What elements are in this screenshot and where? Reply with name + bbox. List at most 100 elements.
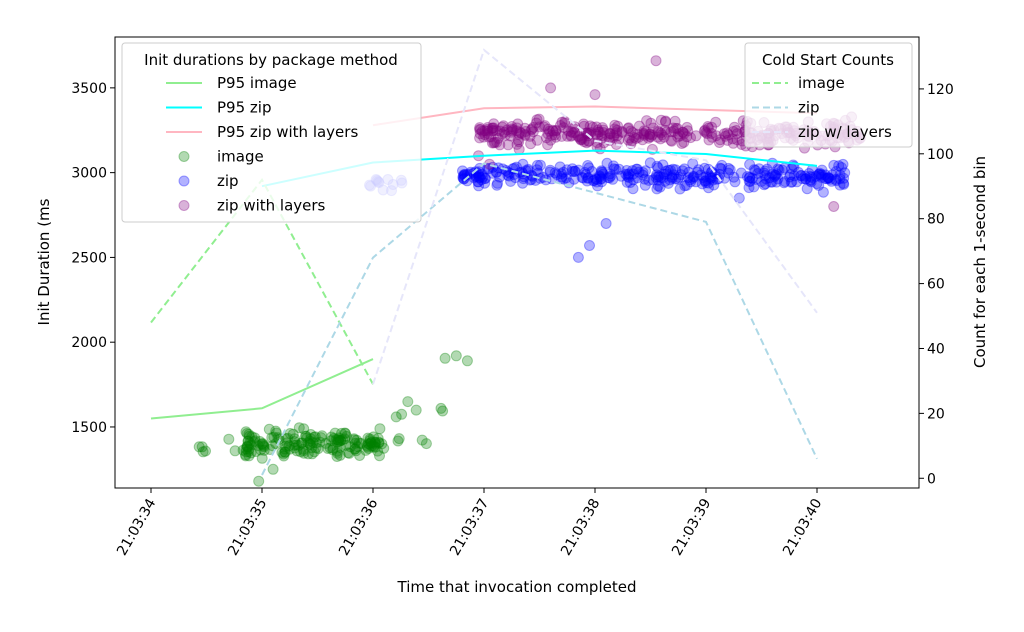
scatter-point	[728, 171, 740, 183]
scatter-point	[588, 174, 600, 186]
scatter-point	[647, 122, 659, 134]
scatter-point	[733, 192, 745, 204]
scatter-point	[332, 434, 344, 446]
scatter-point	[644, 130, 656, 142]
scatter-point	[507, 124, 519, 136]
scatter-point	[640, 165, 651, 177]
scatter-point	[306, 448, 318, 460]
scatter-point	[458, 173, 470, 185]
scatter-point	[324, 442, 336, 454]
scatter-point	[582, 172, 594, 184]
scatter-point	[785, 176, 797, 188]
scatter-point	[638, 129, 650, 141]
scatter-point	[538, 121, 550, 133]
scatter-point	[581, 175, 593, 187]
scatter-point	[839, 167, 851, 179]
scatter-point	[652, 171, 664, 183]
scatter-point	[683, 166, 695, 178]
scatter-point	[402, 396, 414, 408]
scatter-point	[660, 165, 672, 177]
scatter-point	[741, 171, 753, 182]
scatter-point	[279, 446, 291, 458]
scatter-point	[545, 82, 557, 94]
scatter-point	[723, 162, 734, 174]
scatter-point	[527, 121, 539, 133]
scatter-point	[556, 168, 567, 180]
scatter-point	[473, 180, 485, 192]
scatter-point	[760, 173, 772, 185]
scatter-point	[699, 162, 711, 174]
scatter-point	[348, 433, 360, 445]
scatter-point	[472, 176, 484, 188]
scatter-point	[291, 445, 303, 457]
scatter-point	[416, 434, 428, 446]
scatter-point	[519, 122, 531, 134]
scatter-point	[256, 438, 268, 450]
scatter-point	[795, 169, 807, 181]
scatter-point	[779, 176, 791, 187]
scatter-point	[627, 174, 639, 186]
scatter-point	[308, 431, 320, 443]
scatter-point	[659, 175, 671, 187]
scatter-point	[700, 177, 712, 189]
scatter-point	[465, 166, 477, 178]
scatter-point	[578, 118, 590, 130]
scatter-point	[496, 128, 508, 140]
scatter-point	[487, 167, 499, 179]
scatter-point	[565, 126, 577, 138]
scatter-point	[744, 171, 756, 183]
legend-left-box	[121, 42, 422, 223]
scatter-point	[837, 177, 849, 189]
scatter-point	[626, 135, 638, 147]
scatter-point	[304, 438, 316, 449]
scatter-point	[724, 164, 736, 176]
scatter-point	[312, 443, 324, 455]
scatter-point	[374, 423, 386, 435]
scatter-point	[633, 166, 645, 178]
scatter-point	[494, 139, 506, 151]
scatter-point	[608, 160, 619, 172]
scatter-point	[437, 405, 449, 417]
scatter-point	[838, 178, 850, 190]
scatter-point	[339, 427, 351, 439]
scatter-point	[673, 171, 685, 183]
scatter-point	[420, 438, 432, 450]
scatter-point	[630, 163, 642, 175]
scatter-point	[609, 119, 621, 131]
scatter-point	[483, 131, 495, 143]
scatter-point	[721, 127, 733, 139]
scatter-point	[729, 176, 741, 188]
scatter-point	[678, 128, 690, 140]
scatter-point	[284, 443, 296, 455]
scatter-point	[633, 120, 645, 132]
scatter-point	[607, 173, 619, 185]
scatter-point	[241, 440, 253, 452]
scatter-point	[374, 450, 385, 462]
scatter-point	[557, 166, 569, 178]
scatter-point	[691, 166, 703, 178]
scatter-point	[362, 432, 374, 444]
scatter-point	[822, 172, 834, 184]
scatter-point	[584, 240, 595, 251]
scatter-point	[665, 126, 677, 138]
scatter-point	[651, 160, 663, 172]
scatter-point	[378, 442, 390, 454]
scatter-point	[682, 125, 694, 137]
left-y-axis-title: Init Duration (ms	[35, 198, 53, 325]
scatter-point	[302, 437, 314, 449]
scatter-point	[830, 175, 842, 187]
scatter-point	[652, 126, 664, 138]
scatter-point	[527, 126, 539, 138]
scatter-point	[791, 176, 803, 188]
scatter-point	[766, 157, 778, 169]
scatter-point	[562, 125, 574, 137]
scatter-point	[706, 128, 717, 139]
scatter-point	[243, 428, 255, 440]
scatter-point	[505, 130, 516, 142]
scatter-point	[450, 350, 462, 362]
scatter-point	[722, 134, 733, 146]
scatter-point	[575, 134, 587, 146]
scatter-point	[706, 166, 718, 178]
scatter-point	[560, 172, 572, 184]
scatter-point	[255, 444, 267, 456]
